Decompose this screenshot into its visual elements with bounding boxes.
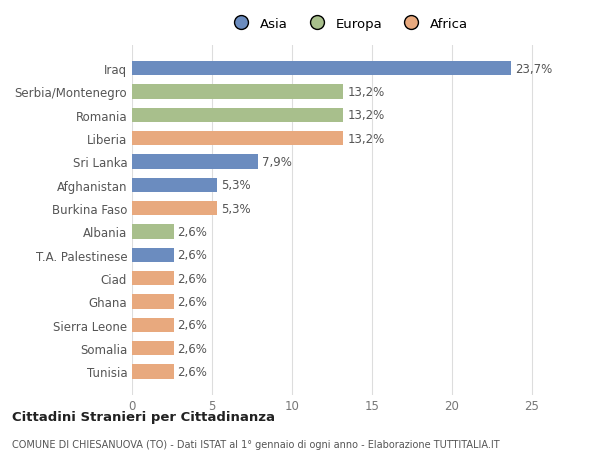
- Bar: [132, 271, 173, 286]
- Text: 2,6%: 2,6%: [178, 365, 208, 378]
- Text: 2,6%: 2,6%: [178, 249, 208, 262]
- Bar: [132, 132, 343, 146]
- Text: 13,2%: 13,2%: [347, 132, 385, 146]
- Text: Cittadini Stranieri per Cittadinanza: Cittadini Stranieri per Cittadinanza: [12, 410, 275, 423]
- Text: 5,3%: 5,3%: [221, 202, 250, 215]
- Bar: [132, 202, 217, 216]
- Bar: [132, 155, 259, 169]
- Bar: [132, 108, 343, 123]
- Bar: [132, 225, 173, 239]
- Bar: [132, 85, 343, 100]
- Bar: [132, 341, 173, 356]
- Legend: Asia, Europa, Africa: Asia, Europa, Africa: [223, 12, 473, 36]
- Text: 2,6%: 2,6%: [178, 272, 208, 285]
- Bar: [132, 178, 217, 193]
- Text: 13,2%: 13,2%: [347, 86, 385, 99]
- Text: 2,6%: 2,6%: [178, 225, 208, 238]
- Text: 2,6%: 2,6%: [178, 342, 208, 355]
- Text: 23,7%: 23,7%: [515, 62, 553, 75]
- Bar: [132, 248, 173, 263]
- Text: 7,9%: 7,9%: [262, 156, 292, 168]
- Text: 5,3%: 5,3%: [221, 179, 250, 192]
- Text: 2,6%: 2,6%: [178, 319, 208, 331]
- Text: 13,2%: 13,2%: [347, 109, 385, 122]
- Text: 2,6%: 2,6%: [178, 295, 208, 308]
- Text: COMUNE DI CHIESANUOVA (TO) - Dati ISTAT al 1° gennaio di ogni anno - Elaborazion: COMUNE DI CHIESANUOVA (TO) - Dati ISTAT …: [12, 440, 500, 449]
- Bar: [132, 364, 173, 379]
- Bar: [132, 62, 511, 76]
- Bar: [132, 318, 173, 332]
- Bar: [132, 295, 173, 309]
